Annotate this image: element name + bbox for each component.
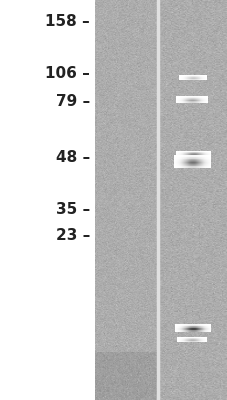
Text: 35 –: 35 – bbox=[56, 202, 90, 218]
Text: 48 –: 48 – bbox=[56, 150, 90, 166]
Text: 106 –: 106 – bbox=[45, 66, 90, 82]
Text: 79 –: 79 – bbox=[56, 94, 90, 110]
Text: 23 –: 23 – bbox=[55, 228, 90, 244]
Text: 158 –: 158 – bbox=[45, 14, 90, 30]
